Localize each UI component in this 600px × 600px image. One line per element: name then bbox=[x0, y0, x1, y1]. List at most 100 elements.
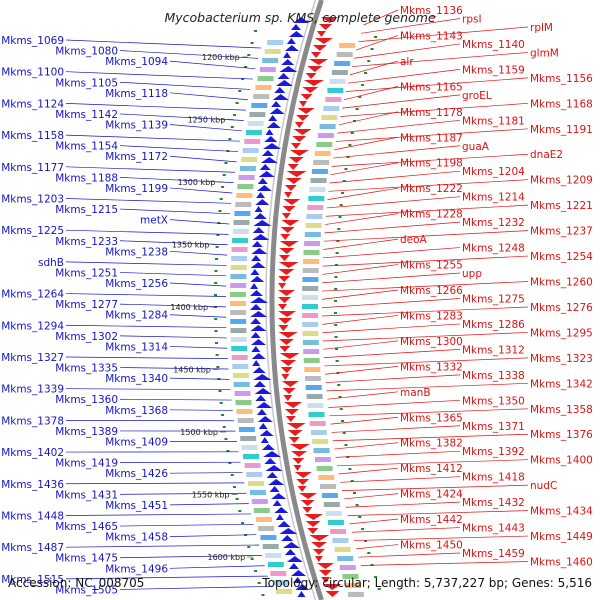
leader-line-left bbox=[119, 240, 228, 246]
cog-category-bar bbox=[304, 367, 321, 372]
cog-category-bar bbox=[302, 331, 319, 336]
gene-label-left: Mkms_1124 bbox=[1, 98, 64, 110]
forward-gene-feature bbox=[253, 374, 272, 380]
gene-label-right: Mkms_1460 bbox=[530, 557, 593, 569]
forward-gene-feature bbox=[284, 549, 296, 555]
tick-mark bbox=[257, 582, 261, 584]
reverse-gene-feature bbox=[314, 38, 333, 44]
leader-line-right bbox=[325, 213, 399, 225]
leader-line-left bbox=[119, 555, 262, 559]
gene-label-left: Mkms_1314 bbox=[105, 341, 168, 353]
leader-line-right bbox=[329, 170, 461, 184]
cog-category-bar bbox=[337, 556, 354, 561]
cog-category-bar bbox=[316, 142, 333, 147]
tick-mark bbox=[334, 324, 338, 326]
cog-category-bar bbox=[265, 553, 282, 558]
reverse-gene-feature bbox=[278, 318, 293, 324]
tick-mark bbox=[214, 282, 218, 284]
forward-gene-feature bbox=[263, 143, 281, 149]
reverse-gene-feature bbox=[282, 388, 296, 394]
gene-label-left: Mkms_1340 bbox=[105, 373, 168, 385]
gene-label-right: Mkms_1443 bbox=[462, 523, 525, 535]
leader-line-right bbox=[335, 128, 529, 142]
leader-line-left bbox=[169, 155, 237, 163]
gene-label-right: Mkms_1232 bbox=[462, 217, 525, 229]
cog-category-bar bbox=[306, 214, 323, 219]
gene-label-right: Mkms_1350 bbox=[462, 395, 525, 407]
tick-mark bbox=[361, 528, 365, 530]
reverse-gene-feature bbox=[311, 52, 321, 58]
forward-gene-feature bbox=[250, 290, 263, 296]
reverse-gene-feature bbox=[281, 220, 300, 226]
gene-label-right: Mkms_1140 bbox=[462, 39, 525, 51]
leader-line-right bbox=[322, 306, 529, 317]
leader-line-left bbox=[119, 272, 227, 277]
reverse-gene-feature bbox=[279, 248, 295, 254]
tick-mark bbox=[364, 540, 368, 542]
reverse-gene-feature bbox=[278, 325, 289, 331]
leader-line-right bbox=[325, 204, 529, 217]
leader-line-right bbox=[335, 450, 461, 458]
leader-line-right bbox=[345, 501, 461, 508]
forward-gene-feature bbox=[274, 507, 289, 513]
cog-category-bar bbox=[232, 373, 249, 378]
forward-gene-feature bbox=[272, 94, 289, 100]
scale-label: 1600 kbp bbox=[207, 553, 245, 562]
reverse-gene-feature bbox=[323, 584, 342, 590]
tick-mark bbox=[215, 354, 219, 356]
leader-line-left bbox=[65, 513, 252, 516]
reverse-gene-feature bbox=[288, 157, 304, 163]
cog-category-bar bbox=[233, 382, 250, 387]
tick-mark bbox=[230, 474, 234, 476]
cog-category-bar bbox=[303, 349, 320, 354]
cog-category-bar bbox=[303, 358, 320, 363]
cog-category-bar bbox=[309, 187, 326, 192]
reverse-gene-feature bbox=[279, 346, 291, 352]
cog-category-bar bbox=[230, 265, 247, 270]
forward-gene-feature bbox=[250, 276, 265, 282]
cog-category-bar bbox=[317, 133, 334, 138]
cog-category-bar bbox=[232, 364, 249, 369]
leader-line-left bbox=[169, 503, 249, 506]
cog-category-bar bbox=[331, 70, 348, 75]
leader-line-left bbox=[65, 134, 240, 142]
leader-line-right bbox=[322, 272, 461, 284]
leader-line-right bbox=[345, 77, 529, 92]
gene-label-right: Mkms_1248 bbox=[462, 243, 525, 255]
gene-label-right: nudC bbox=[530, 480, 557, 492]
reverse-gene-feature bbox=[280, 227, 295, 233]
forward-gene-feature bbox=[251, 255, 261, 261]
gene-label-right: Mkms_1276 bbox=[530, 302, 593, 314]
leader-line-right bbox=[343, 493, 399, 500]
tick-mark bbox=[335, 348, 338, 350]
forward-gene-feature bbox=[257, 178, 268, 184]
gene-label-right: Mkms_1300 bbox=[400, 336, 463, 348]
reverse-gene-feature bbox=[325, 591, 340, 597]
cog-category-bar bbox=[302, 268, 319, 273]
gene-label-left: Mkms_1264 bbox=[1, 289, 64, 301]
forward-gene-feature bbox=[291, 24, 301, 30]
reverse-gene-feature bbox=[307, 66, 323, 72]
reverse-gene-feature bbox=[278, 332, 298, 338]
tick-mark bbox=[350, 132, 354, 134]
cog-category-bar bbox=[238, 175, 255, 180]
gene-label-left: Mkms_1448 bbox=[1, 510, 64, 522]
cog-category-bar bbox=[319, 124, 336, 129]
cog-category-bar bbox=[345, 583, 362, 588]
cog-category-bar bbox=[248, 481, 264, 486]
gene-label-right: Mkms_1424 bbox=[400, 489, 463, 501]
forward-gene-feature bbox=[261, 150, 274, 156]
cog-category-bar bbox=[315, 457, 331, 462]
tick-mark bbox=[238, 510, 242, 512]
tick-mark bbox=[221, 186, 225, 188]
forward-gene-feature bbox=[261, 444, 275, 450]
forward-gene-feature bbox=[258, 423, 268, 429]
tick-mark bbox=[214, 318, 218, 320]
reverse-gene-feature bbox=[283, 395, 293, 401]
forward-gene-feature bbox=[265, 465, 283, 471]
forward-gene-feature bbox=[283, 52, 291, 58]
cog-category-bar bbox=[230, 328, 247, 333]
reverse-gene-feature bbox=[299, 101, 308, 107]
gene-label-right: Mkms_1412 bbox=[400, 463, 463, 475]
cog-category-bar bbox=[304, 241, 321, 246]
